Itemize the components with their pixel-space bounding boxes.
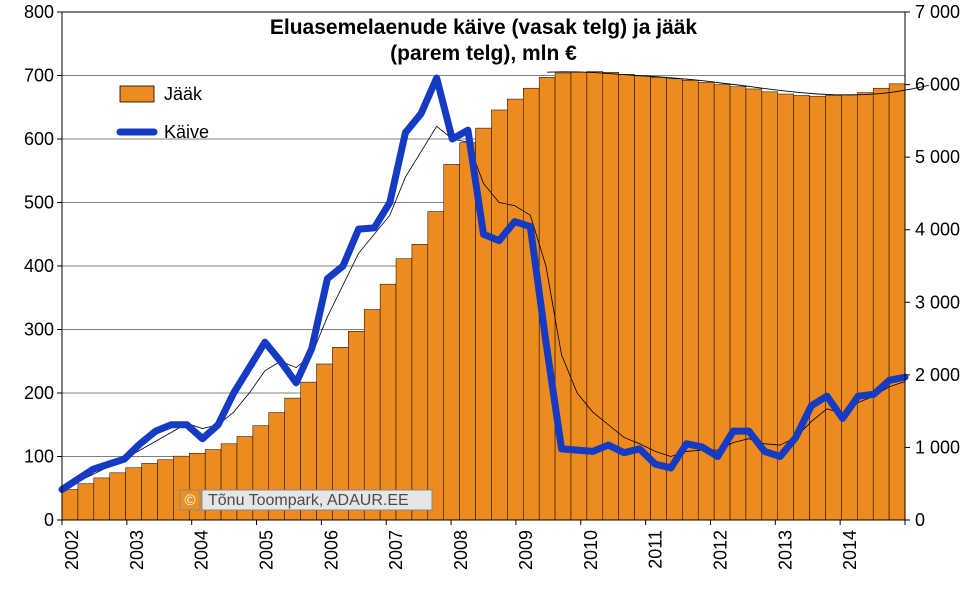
bar [746,89,762,520]
bar [62,490,78,520]
bar [444,164,460,520]
x-year-label: 2004 [192,530,212,570]
right-tick-label: 5 000 [915,147,960,167]
x-year-label: 2007 [386,530,406,570]
bar [810,96,826,520]
bar [396,259,412,520]
chart-container: 0 100 200 300 400 500 600 700 800 0 1 000 2 000 3 00… [0,0,967,590]
x-year-label: 2011 [646,530,666,569]
bar [78,484,94,520]
bar [491,110,507,520]
right-tick-label: 1 000 [915,437,960,457]
chart-title-line2: (parem telg), mln € [390,42,577,65]
x-year-label: 2012 [710,530,730,570]
legend-swatch-bar [120,86,154,102]
legend-label-jaak: Jääk [164,84,203,104]
x-year-label: 2006 [321,530,341,570]
left-tick-label: 800 [24,2,54,22]
chart-title-line1: Eluasemelaenude käive (vasak telg) ja jä… [270,16,698,39]
left-tick-label: 200 [24,383,54,403]
bar [730,87,746,520]
left-tick-label: 500 [24,193,54,213]
left-tick-label: 700 [24,66,54,86]
x-year-label: 2002 [62,530,82,570]
bar [889,84,905,520]
right-tick-label: 3 000 [915,292,960,312]
bar [507,99,523,520]
bar [412,244,428,520]
x-year-label: 2003 [127,530,147,570]
bar [841,95,857,520]
right-tick-label: 4 000 [915,220,960,240]
x-year-label: 2009 [516,530,536,570]
bar [110,473,126,520]
bar [682,80,698,520]
bar [364,310,380,520]
bar [523,88,539,520]
bar [857,93,873,520]
x-year-label: 2014 [840,530,860,570]
bar [126,468,142,520]
left-tick-label: 300 [24,320,54,340]
x-year-label: 2013 [775,530,795,570]
right-tick-label: 6 000 [915,75,960,95]
right-tick-label: 7 000 [915,2,960,22]
chart-svg: 0 100 200 300 400 500 600 700 800 0 1 000 2 000 3 00… [0,0,967,590]
x-year-label: 2008 [451,530,471,570]
bar [94,478,110,520]
right-tick-label: 0 [915,510,925,530]
attribution-text: Tõnu Toompark, ADAUR.EE [208,492,409,509]
bar [873,88,889,520]
bar [157,460,173,520]
bar [794,95,810,520]
left-tick-label: 0 [44,510,54,530]
bar [460,143,476,520]
x-year-label: 2005 [257,530,277,570]
bar [651,77,667,520]
legend-label-kaive: Käive [164,122,209,142]
bar [428,212,444,520]
bar [142,463,158,520]
x-year-label: 2010 [581,530,601,570]
right-tick-label: 2 000 [915,365,960,385]
left-tick-label: 600 [24,129,54,149]
left-tick-label: 100 [24,447,54,467]
bar [825,95,841,520]
bar [603,72,619,520]
bar [380,284,396,520]
left-tick-label: 400 [24,256,54,276]
copyright-symbol: © [184,492,195,509]
